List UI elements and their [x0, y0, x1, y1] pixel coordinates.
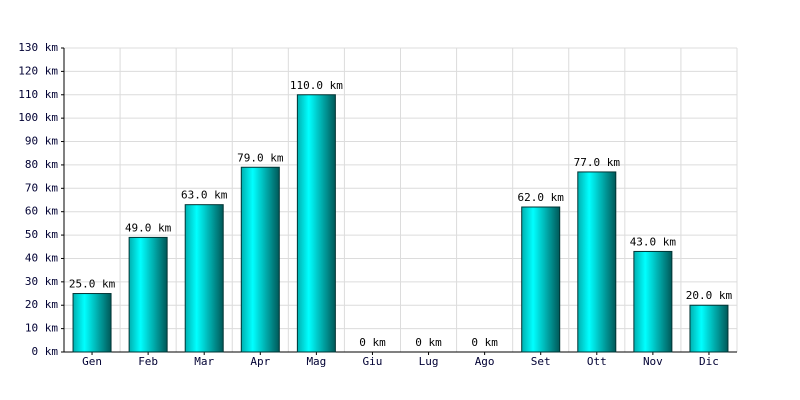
value-label: 20.0 km: [686, 289, 733, 302]
bar: [128, 236, 168, 353]
y-tick-label: 60 km: [25, 205, 58, 218]
x-tick-label: Feb: [138, 355, 158, 368]
x-tick-label: Lug: [419, 355, 439, 368]
y-tick-label: 130 km: [18, 41, 58, 54]
bar: [240, 166, 280, 353]
x-tick-label: Apr: [250, 355, 270, 368]
x-tick-label: Gen: [82, 355, 102, 368]
y-tick-label: 20 km: [25, 298, 58, 311]
bar: [296, 94, 336, 353]
y-tick-label: 80 km: [25, 158, 58, 171]
x-tick-label: Set: [531, 355, 551, 368]
x-tick-label: Mar: [194, 355, 214, 368]
y-tick-label: 0 km: [32, 345, 59, 358]
value-label: 77.0 km: [574, 156, 621, 169]
value-label: 49.0 km: [125, 221, 172, 234]
x-tick-label: Mag: [306, 355, 326, 368]
bar: [689, 304, 729, 353]
x-tick-label: Dic: [699, 355, 719, 368]
y-tick-label: 40 km: [25, 251, 58, 264]
y-tick-label: 90 km: [25, 135, 58, 148]
x-tick-label: Nov: [643, 355, 663, 368]
y-tick-label: 100 km: [18, 111, 58, 124]
value-label: 63.0 km: [181, 189, 228, 202]
y-tick-label: 50 km: [25, 228, 58, 241]
value-label: 0 km: [359, 336, 386, 349]
value-label: 62.0 km: [518, 191, 565, 204]
bar: [521, 206, 561, 353]
y-tick-label: 120 km: [18, 64, 58, 77]
bar: [633, 250, 673, 353]
bar: [184, 204, 224, 353]
y-tick-label: 30 km: [25, 275, 58, 288]
y-tick-label: 110 km: [18, 88, 58, 101]
x-tick-label: Ott: [587, 355, 607, 368]
value-label: 0 km: [471, 336, 498, 349]
y-tick-label: 10 km: [25, 322, 58, 335]
x-tick-label: Giu: [363, 355, 383, 368]
value-label: 25.0 km: [69, 278, 116, 291]
y-tick-label: 70 km: [25, 181, 58, 194]
value-label: 79.0 km: [237, 151, 284, 164]
x-tick-label: Ago: [475, 355, 495, 368]
bar: [577, 171, 617, 353]
bar: [72, 293, 112, 353]
value-label: 43.0 km: [630, 235, 677, 248]
value-label: 0 km: [415, 336, 442, 349]
value-label: 110.0 km: [290, 79, 343, 92]
